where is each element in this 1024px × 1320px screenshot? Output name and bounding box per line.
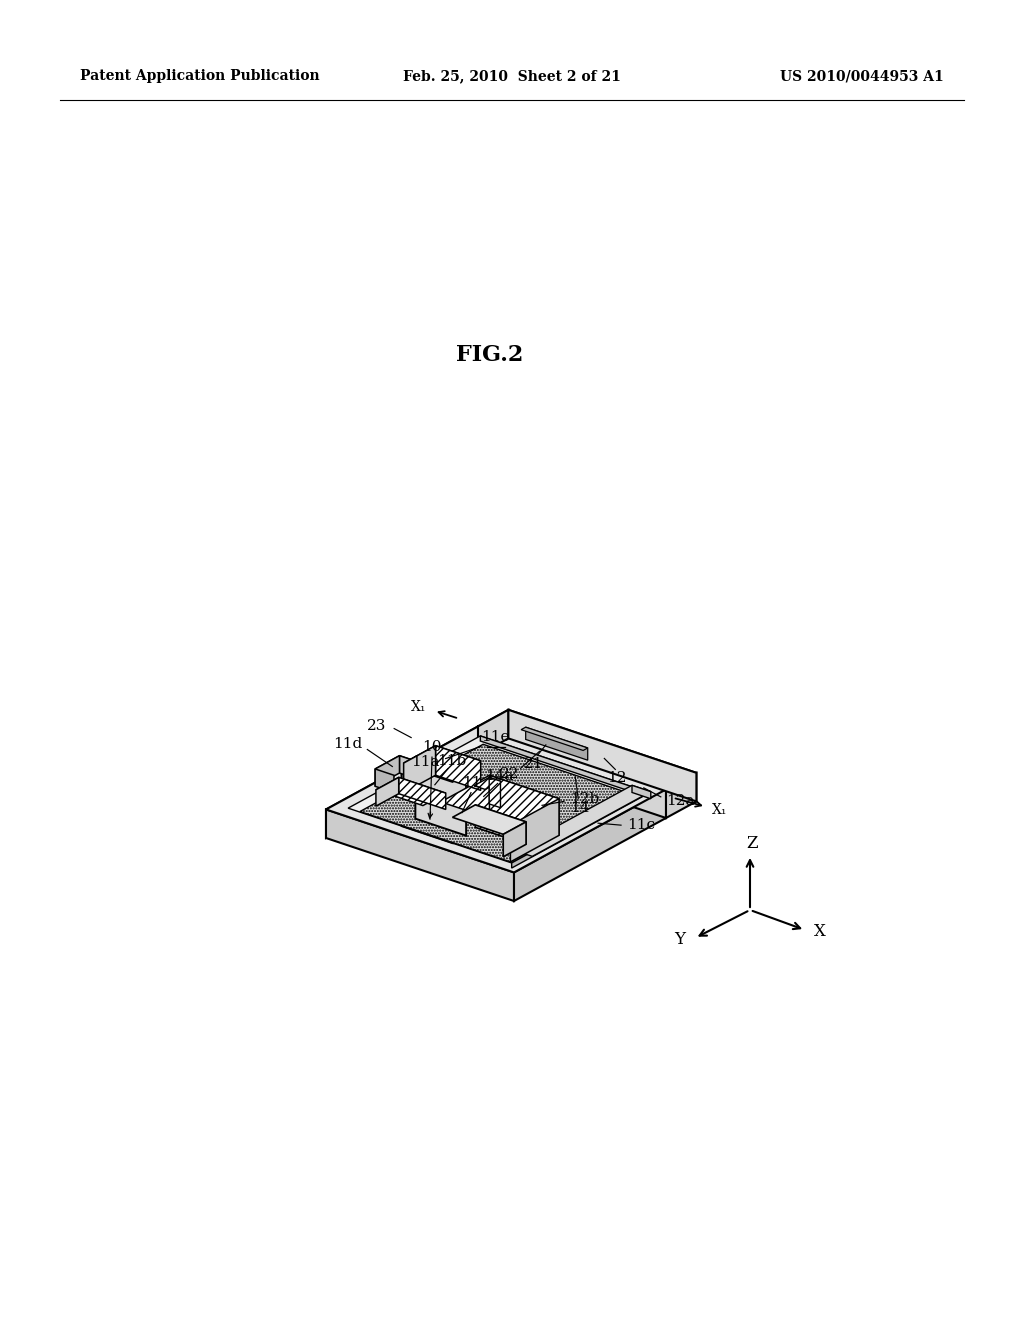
Polygon shape: [521, 727, 588, 751]
Text: Y: Y: [675, 932, 685, 949]
Text: X: X: [814, 924, 826, 940]
Polygon shape: [416, 758, 466, 836]
Polygon shape: [478, 726, 666, 818]
Polygon shape: [360, 744, 634, 862]
Polygon shape: [510, 799, 559, 862]
Polygon shape: [375, 755, 418, 775]
Text: 14a: 14a: [485, 770, 514, 783]
Text: 11: 11: [462, 776, 481, 789]
Polygon shape: [503, 822, 526, 857]
Text: 23: 23: [367, 718, 386, 733]
Polygon shape: [666, 772, 696, 818]
Polygon shape: [398, 777, 445, 809]
Polygon shape: [632, 785, 651, 799]
Text: 12: 12: [607, 771, 627, 785]
Text: 14: 14: [570, 801, 590, 816]
Polygon shape: [401, 764, 453, 843]
Text: 11b: 11b: [437, 754, 467, 768]
Polygon shape: [513, 785, 651, 857]
Polygon shape: [478, 710, 508, 755]
Text: X₁: X₁: [712, 803, 727, 817]
Polygon shape: [514, 789, 666, 902]
Polygon shape: [376, 777, 445, 805]
Polygon shape: [348, 737, 644, 863]
Polygon shape: [435, 746, 480, 791]
Polygon shape: [489, 775, 559, 836]
Text: 12b: 12b: [570, 792, 600, 807]
Polygon shape: [453, 805, 526, 834]
Polygon shape: [326, 726, 666, 873]
Polygon shape: [399, 755, 418, 779]
Text: 22: 22: [500, 767, 519, 781]
Polygon shape: [401, 758, 416, 826]
Polygon shape: [489, 777, 501, 808]
Text: Z: Z: [746, 834, 758, 851]
Polygon shape: [478, 710, 696, 789]
Polygon shape: [375, 770, 394, 792]
Text: X₁: X₁: [412, 700, 427, 714]
Polygon shape: [376, 777, 398, 807]
Polygon shape: [480, 737, 644, 796]
Text: 11d: 11d: [333, 737, 361, 751]
Polygon shape: [474, 777, 501, 789]
Polygon shape: [525, 727, 588, 760]
Polygon shape: [326, 809, 514, 902]
Text: Patent Application Publication: Patent Application Publication: [80, 69, 319, 83]
Polygon shape: [475, 805, 526, 845]
Text: 11c: 11c: [627, 818, 655, 832]
Polygon shape: [512, 791, 644, 869]
Polygon shape: [508, 710, 696, 801]
Polygon shape: [403, 746, 480, 779]
Polygon shape: [401, 758, 466, 781]
Text: Feb. 25, 2010  Sheet 2 of 21: Feb. 25, 2010 Sheet 2 of 21: [403, 69, 621, 83]
Text: 11a: 11a: [412, 755, 440, 768]
Polygon shape: [453, 775, 466, 843]
Text: US 2010/0044953 A1: US 2010/0044953 A1: [780, 69, 944, 83]
Text: 21: 21: [524, 756, 544, 771]
Polygon shape: [441, 775, 559, 825]
Text: 12a: 12a: [667, 793, 695, 808]
Polygon shape: [403, 746, 435, 792]
Polygon shape: [375, 755, 399, 787]
Text: FIG.2: FIG.2: [457, 345, 523, 366]
Polygon shape: [326, 726, 478, 838]
Text: 11e: 11e: [481, 730, 510, 744]
Text: 10: 10: [422, 741, 441, 754]
